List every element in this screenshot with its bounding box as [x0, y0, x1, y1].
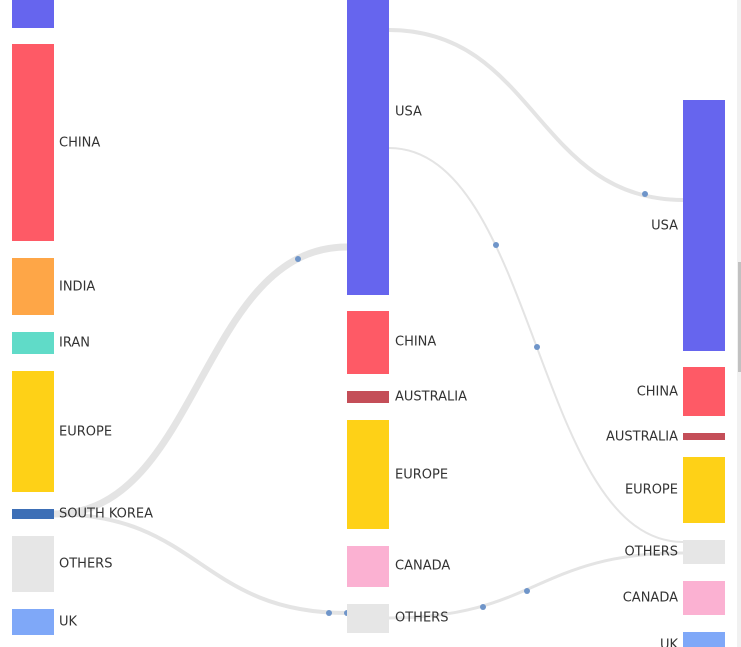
node-label: CHINA [637, 385, 678, 400]
links [53, 28, 684, 620]
node [683, 457, 725, 523]
node-label: CANADA [395, 559, 450, 574]
node-label: UK [660, 638, 679, 647]
node [683, 632, 725, 647]
node [347, 311, 389, 374]
node [12, 0, 54, 28]
link [53, 243, 348, 518]
node-label: AUSTRALIA [395, 390, 467, 405]
link-dots [295, 191, 648, 616]
node-label: CANADA [623, 591, 678, 606]
node-label: CHINA [395, 335, 436, 350]
link [53, 512, 348, 615]
node [12, 536, 54, 592]
node-label: EUROPE [395, 468, 448, 483]
node-label: OTHERS [625, 545, 678, 560]
node [683, 433, 725, 440]
node [347, 420, 389, 529]
link [388, 551, 684, 620]
node [12, 371, 54, 492]
node-label: EUROPE [59, 425, 112, 440]
node [12, 609, 54, 635]
node-label: IRAN [59, 336, 90, 351]
node [683, 100, 725, 351]
dot [524, 588, 530, 594]
node [12, 258, 54, 315]
node-label: USA [651, 219, 678, 234]
dot [326, 610, 332, 616]
dot [295, 256, 301, 262]
node [347, 391, 389, 403]
node-label: AUSTRALIA [606, 430, 678, 445]
dot [534, 344, 540, 350]
link [388, 28, 684, 202]
node [683, 581, 725, 615]
column-left: CHINA INDIA IRAN EUROPE SOUTH KOREA OTHE… [12, 0, 153, 635]
dot [480, 604, 486, 610]
dot [642, 191, 648, 197]
node-label: OTHERS [395, 611, 448, 626]
node-label: CHINA [59, 136, 100, 151]
dot [493, 242, 499, 248]
scrollbar-thumb[interactable] [738, 262, 741, 372]
node [12, 509, 54, 519]
node-label: EUROPE [625, 483, 678, 498]
node-label: INDIA [59, 280, 95, 295]
node [683, 367, 725, 416]
column-right: USA CHINA AUSTRALIA EUROPE OTHERS CANADA… [606, 100, 725, 647]
node-label: USA [395, 105, 422, 120]
node [347, 0, 389, 295]
node [12, 44, 54, 241]
node [12, 332, 54, 354]
node-label: UK [59, 615, 78, 630]
node-label: SOUTH KOREA [59, 507, 153, 522]
column-middle: USA CHINA AUSTRALIA EUROPE CANADA OTHERS [347, 0, 467, 633]
node-label: OTHERS [59, 557, 112, 572]
node [683, 540, 725, 564]
node [347, 546, 389, 587]
node [347, 604, 389, 633]
